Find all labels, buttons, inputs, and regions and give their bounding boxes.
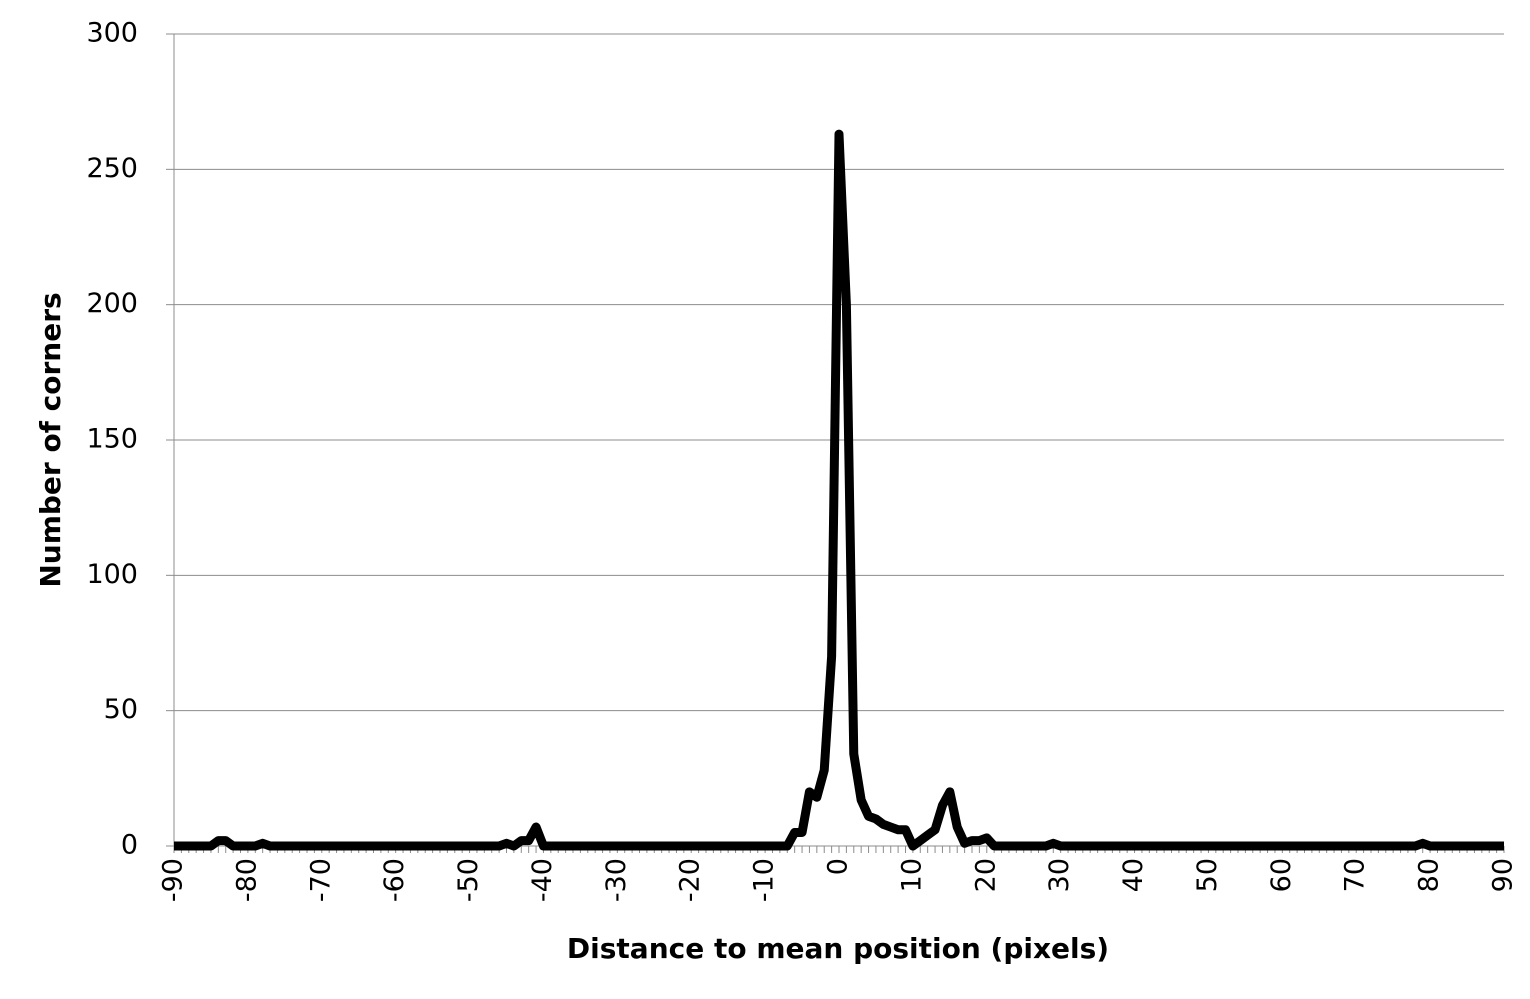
- x-tick-label: -60: [379, 858, 410, 902]
- y-tick-label: 100: [86, 559, 138, 590]
- x-axis-title: Distance to mean position (pixels): [567, 932, 1109, 965]
- x-tick-label: 20: [970, 858, 1001, 892]
- x-tick-label: 90: [1488, 858, 1519, 892]
- x-tick-label: -30: [601, 858, 632, 902]
- x-tick-label: 30: [1044, 858, 1075, 892]
- x-tick-label: 50: [1192, 858, 1223, 892]
- y-tick-label: 0: [121, 830, 138, 861]
- y-tick-label: 300: [86, 18, 138, 49]
- x-tick-label: 0: [823, 858, 854, 875]
- y-tick-label: 150: [86, 424, 138, 455]
- x-tick-label: 10: [896, 858, 927, 892]
- x-tick-label: -50: [453, 858, 484, 902]
- y-tick-label: 250: [86, 153, 138, 184]
- x-tick-label: -20: [675, 858, 706, 902]
- x-tick-label: 40: [1118, 858, 1149, 892]
- y-tick-label: 200: [86, 288, 138, 319]
- x-tick-label: 80: [1414, 858, 1445, 892]
- x-tick-label: -80: [231, 858, 262, 902]
- x-tick-label: -40: [527, 858, 558, 902]
- data-line: [174, 129, 1504, 851]
- y-tick-label: 50: [104, 694, 138, 725]
- x-tick-label: -10: [749, 858, 780, 902]
- x-tick-label: -70: [305, 858, 336, 902]
- x-tick-label: 70: [1340, 858, 1371, 892]
- y-axis-title: Number of corners: [34, 292, 67, 587]
- x-tick-label: -90: [158, 858, 189, 902]
- x-tick-label: 60: [1266, 858, 1297, 892]
